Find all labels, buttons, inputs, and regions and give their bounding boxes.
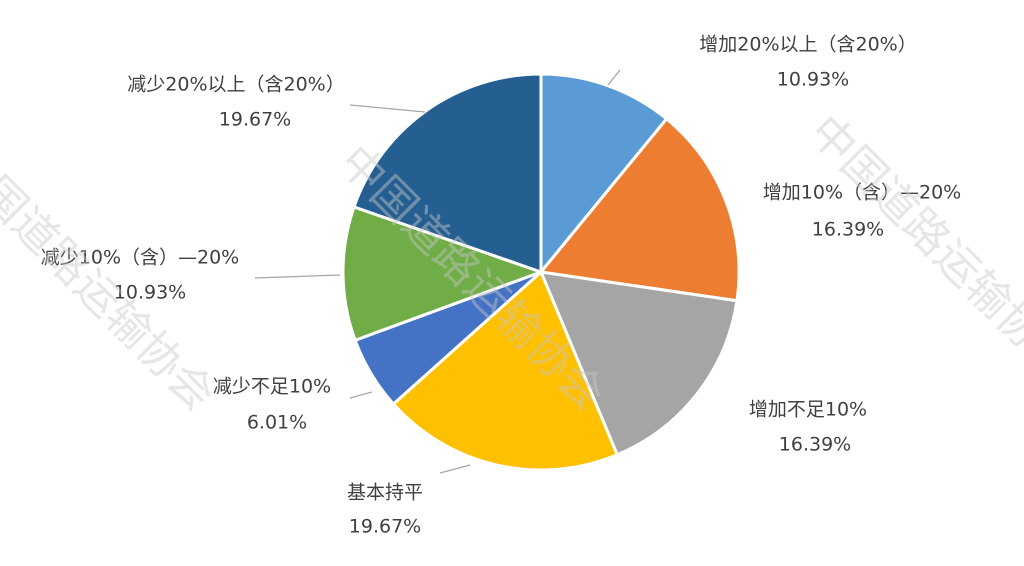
value-label: 16.39%: [812, 219, 884, 241]
value-label: 19.67%: [219, 109, 291, 131]
value-label: 6.01%: [247, 412, 307, 434]
pie-slice: [539, 72, 669, 277]
slice-label: 减少20%以上（含20%）: [127, 74, 344, 96]
watermark: 中国道路运输协会: [799, 106, 1024, 391]
leader-line: [254, 274, 341, 279]
leader-line: [349, 104, 426, 113]
value-label: 19.67%: [349, 516, 421, 538]
slice-label: 减少10%（含）—20%: [41, 247, 239, 269]
leader-line: [349, 391, 373, 399]
slice-label: 增加10%（含）—20%: [763, 182, 961, 204]
pie: [341, 72, 741, 472]
slice-label: 增加不足10%: [749, 399, 867, 421]
pie-slice: [538, 116, 741, 303]
value-label: 10.93%: [777, 69, 849, 91]
value-label: 10.93%: [114, 282, 186, 304]
watermark: 中国道路运输协会: [0, 136, 224, 421]
leader-line: [607, 69, 621, 86]
slice-label: 增加20%以上（含20%）: [699, 34, 916, 56]
slice-label: 基本持平: [347, 482, 423, 504]
leader-line: [439, 464, 471, 474]
value-label: 16.39%: [779, 434, 851, 456]
pie-slice: [341, 205, 546, 343]
pie-slice: [352, 72, 543, 275]
pie-slice: [538, 270, 739, 457]
slice-label: 减少不足10%: [213, 376, 331, 398]
pie-slice: [391, 269, 620, 472]
